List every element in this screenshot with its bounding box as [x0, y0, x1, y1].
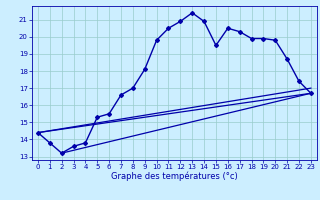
- X-axis label: Graphe des températures (°c): Graphe des températures (°c): [111, 172, 238, 181]
